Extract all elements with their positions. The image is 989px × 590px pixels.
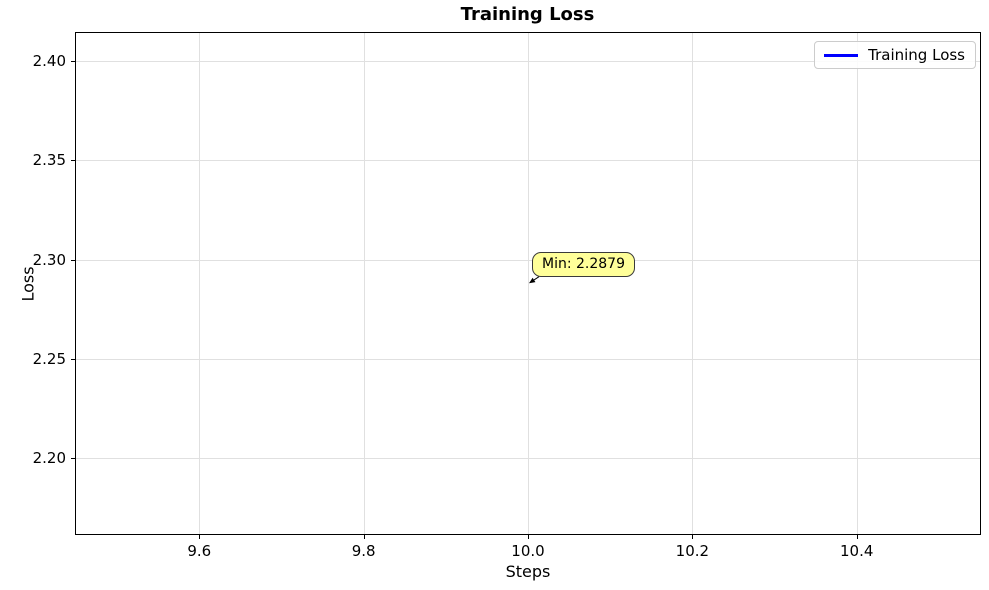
plot-area: 9.6 9.8 10.0 10.2 10.4 2.20 2.25 2.30 2.35 2.40 M…: [19, 32, 981, 581]
x-axis-label: Steps: [505, 562, 551, 581]
y-tick-mark: [71, 458, 76, 460]
gridline-vertical: [199, 33, 201, 534]
gridline-horizontal: [76, 60, 980, 62]
gridline-horizontal: [76, 359, 980, 361]
gridline-vertical: [528, 33, 529, 534]
y-tick-label: 2.25: [32, 350, 66, 369]
chart-title: Training Loss: [460, 4, 595, 25]
x-tick-mark: [363, 534, 365, 539]
y-tick-label: 2.20: [32, 449, 66, 468]
gridline-horizontal: [76, 458, 980, 460]
legend-line-sample-icon: [824, 53, 859, 57]
x-tick-label: 9.6: [187, 542, 212, 560]
gridline-vertical: [692, 33, 694, 534]
x-tick-mark: [856, 534, 858, 539]
gridline-vertical: [363, 33, 365, 534]
x-tick-mark: [199, 534, 201, 539]
x-tick-label: 10.4: [840, 542, 874, 560]
annotation-min-loss: Min: 2.2879: [532, 251, 635, 277]
x-tick-label: 10.2: [675, 542, 710, 560]
gridline-horizontal: [76, 160, 980, 162]
y-tick-label: 2.40: [32, 51, 66, 70]
x-tick-mark: [692, 534, 694, 539]
y-axis-label: Loss: [18, 265, 38, 302]
gridline-horizontal: [76, 259, 980, 261]
legend: Training Loss: [814, 41, 976, 69]
y-tick-mark: [71, 259, 76, 261]
y-tick-label: 2.30: [32, 250, 66, 269]
y-tick-mark: [71, 160, 76, 162]
x-tick-label: 10.0: [511, 542, 545, 560]
y-tick-mark: [71, 60, 76, 62]
gridline-vertical: [856, 33, 858, 534]
y-tick-label: 2.35: [32, 151, 66, 170]
x-tick-label: 9.8: [351, 542, 376, 560]
legend-label: Training Loss: [868, 46, 965, 64]
x-tick-mark: [528, 534, 529, 539]
y-tick-mark: [71, 359, 76, 361]
